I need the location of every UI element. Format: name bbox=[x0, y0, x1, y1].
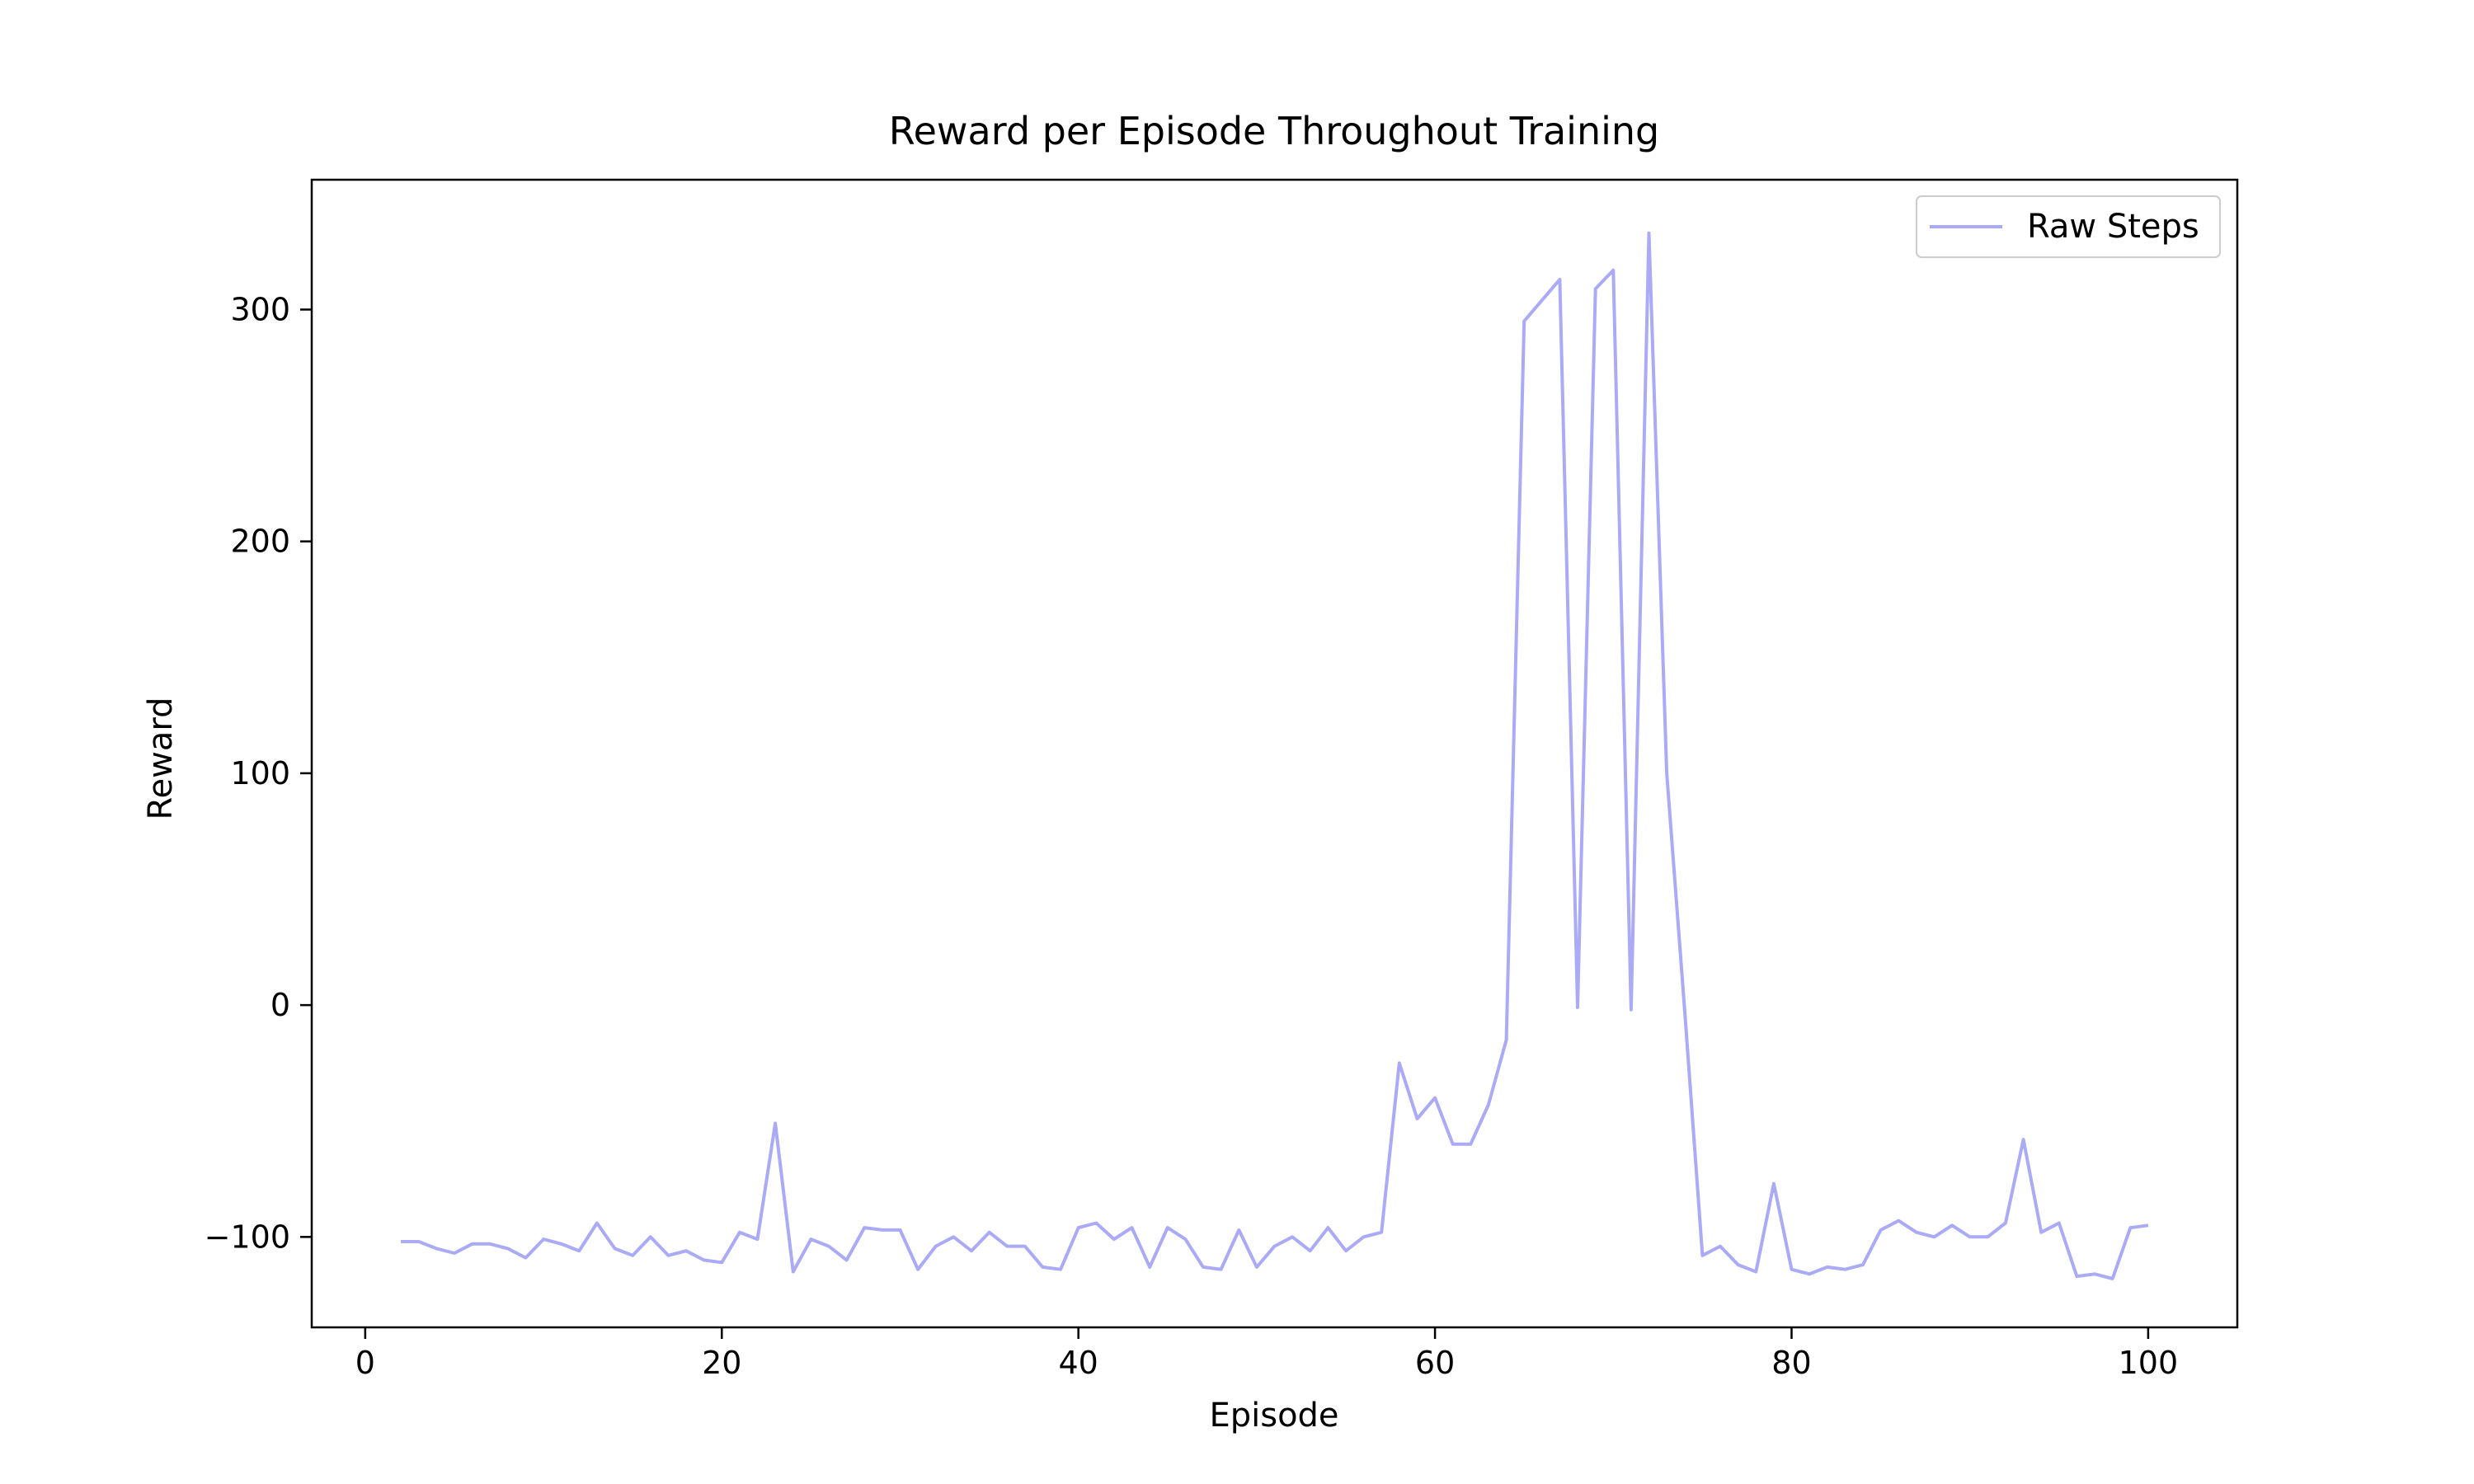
legend-label-raw-steps: Raw Steps bbox=[2027, 208, 2199, 246]
y-tick-label: −100 bbox=[205, 1219, 290, 1255]
plot-series bbox=[401, 231, 2149, 1280]
x-tick-label: 0 bbox=[355, 1345, 375, 1381]
y-axis-ticks: −100 0 100 200 300 bbox=[205, 291, 312, 1255]
x-tick-label: 80 bbox=[1771, 1345, 1811, 1381]
x-tick-label: 100 bbox=[2119, 1345, 2179, 1381]
y-tick-label: 300 bbox=[230, 291, 290, 327]
y-tick-label: 100 bbox=[230, 755, 290, 791]
legend-box bbox=[1916, 195, 2221, 258]
y-axis-label: Reward bbox=[142, 697, 180, 820]
x-tick-label: 60 bbox=[1415, 1345, 1455, 1381]
y-tick-label: 0 bbox=[270, 987, 290, 1023]
x-axis-ticks: 0 20 40 60 80 100 bbox=[355, 1327, 2178, 1381]
legend: Raw Steps bbox=[1916, 195, 2221, 258]
chart-title: Reward per Episode Throughout Training bbox=[889, 109, 1660, 153]
plot-frame bbox=[310, 178, 2239, 1329]
x-axis-label: Episode bbox=[1209, 1397, 1338, 1435]
series-line-raw-steps bbox=[401, 231, 2149, 1280]
x-tick-label: 40 bbox=[1058, 1345, 1098, 1381]
y-tick-label: 200 bbox=[230, 524, 290, 560]
x-tick-label: 20 bbox=[702, 1345, 741, 1381]
